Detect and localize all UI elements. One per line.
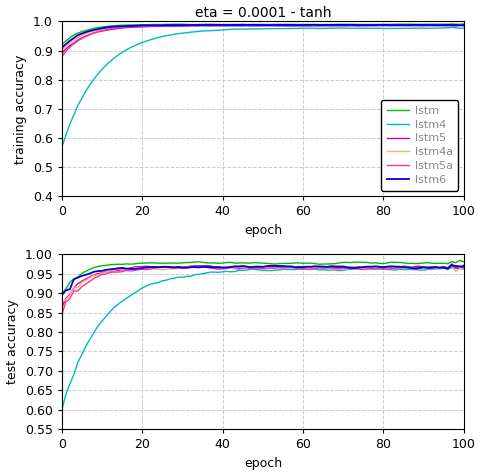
lstm — [87, 27, 93, 32]
lstm4 — [160, 34, 165, 40]
lstm4a — [340, 22, 346, 28]
lstm5 — [160, 23, 165, 29]
lstm5 — [59, 50, 65, 56]
lstm5 — [300, 23, 306, 29]
lstm5a — [87, 32, 93, 38]
lstm5 — [244, 23, 250, 29]
Line: lstm: lstm — [62, 24, 464, 44]
lstm6 — [244, 22, 250, 28]
Line: lstm5: lstm5 — [62, 25, 464, 53]
lstm4 — [449, 25, 455, 30]
lstm4a — [160, 22, 165, 28]
X-axis label: epoch: epoch — [244, 224, 282, 237]
lstm5 — [87, 31, 93, 37]
lstm6 — [461, 22, 467, 28]
lstm — [461, 21, 467, 27]
lstm4 — [59, 144, 65, 150]
lstm6 — [59, 45, 65, 50]
lstm4 — [87, 82, 93, 88]
lstm4 — [244, 26, 250, 32]
lstm4a — [59, 48, 65, 54]
lstm5 — [361, 23, 366, 29]
lstm5 — [340, 23, 346, 29]
lstm5a — [453, 22, 459, 28]
lstm5 — [457, 22, 463, 28]
lstm6 — [340, 22, 346, 28]
lstm5a — [160, 23, 165, 29]
lstm6 — [361, 22, 366, 28]
lstm4 — [300, 25, 306, 31]
lstm4 — [340, 25, 346, 31]
lstm — [244, 21, 250, 27]
lstm5a — [361, 22, 366, 28]
Y-axis label: test accuracy: test accuracy — [6, 299, 19, 384]
Legend: lstm, lstm4, lstm5, lstm4a, lstm5a, lstm6: lstm, lstm4, lstm5, lstm4a, lstm5a, lstm… — [381, 100, 458, 191]
lstm4a — [461, 22, 467, 28]
Line: lstm6: lstm6 — [62, 25, 464, 48]
lstm4a — [87, 29, 93, 35]
lstm4a — [244, 22, 250, 28]
lstm — [59, 41, 65, 47]
lstm4 — [361, 25, 366, 31]
lstm4a — [445, 22, 451, 28]
lstm4a — [300, 22, 306, 28]
lstm — [300, 21, 306, 27]
lstm6 — [445, 22, 451, 28]
X-axis label: epoch: epoch — [244, 457, 282, 470]
lstm5a — [340, 22, 346, 28]
lstm — [160, 21, 165, 27]
Line: lstm5a: lstm5a — [62, 25, 464, 57]
lstm5a — [244, 22, 250, 28]
lstm4a — [361, 22, 366, 28]
lstm5a — [300, 22, 306, 28]
lstm6 — [300, 22, 306, 28]
Line: lstm4: lstm4 — [62, 28, 464, 147]
Title: eta = 0.0001 - tanh: eta = 0.0001 - tanh — [195, 6, 331, 20]
Line: lstm4a: lstm4a — [62, 25, 464, 51]
lstm6 — [160, 22, 165, 28]
lstm — [340, 21, 346, 27]
lstm5 — [461, 23, 467, 29]
lstm5a — [59, 54, 65, 60]
lstm6 — [87, 28, 93, 34]
lstm4 — [461, 25, 467, 31]
Y-axis label: training accuracy: training accuracy — [14, 54, 27, 164]
lstm5a — [461, 22, 467, 28]
lstm — [361, 21, 366, 27]
